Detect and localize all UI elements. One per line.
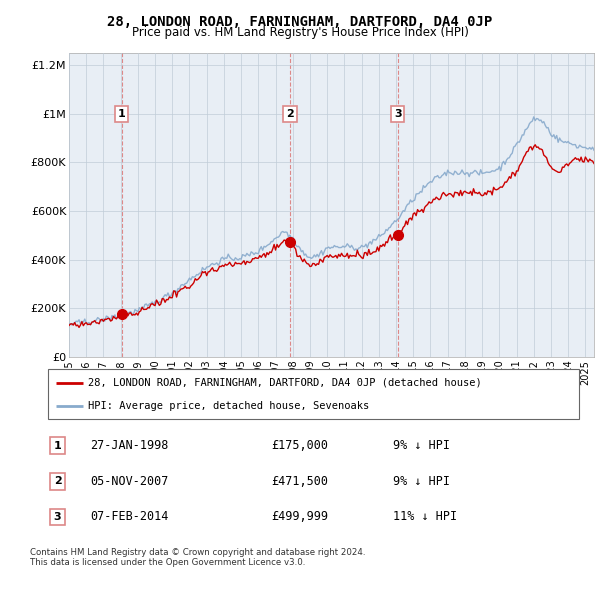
- Text: This data is licensed under the Open Government Licence v3.0.: This data is licensed under the Open Gov…: [30, 558, 305, 566]
- Text: 28, LONDON ROAD, FARNINGHAM, DARTFORD, DA4 0JP: 28, LONDON ROAD, FARNINGHAM, DARTFORD, D…: [107, 15, 493, 29]
- Text: 2: 2: [286, 109, 294, 119]
- Text: Contains HM Land Registry data © Crown copyright and database right 2024.: Contains HM Land Registry data © Crown c…: [30, 548, 365, 556]
- Text: 9% ↓ HPI: 9% ↓ HPI: [393, 439, 450, 452]
- Text: 11% ↓ HPI: 11% ↓ HPI: [393, 510, 457, 523]
- Text: 9% ↓ HPI: 9% ↓ HPI: [393, 475, 450, 488]
- Text: 28, LONDON ROAD, FARNINGHAM, DARTFORD, DA4 0JP (detached house): 28, LONDON ROAD, FARNINGHAM, DARTFORD, D…: [88, 378, 482, 388]
- Text: £499,999: £499,999: [271, 510, 328, 523]
- Text: 27-JAN-1998: 27-JAN-1998: [91, 439, 169, 452]
- Text: 1: 1: [118, 109, 126, 119]
- Text: HPI: Average price, detached house, Sevenoaks: HPI: Average price, detached house, Seve…: [88, 401, 369, 411]
- Text: £471,500: £471,500: [271, 475, 328, 488]
- Text: 3: 3: [54, 512, 61, 522]
- Text: 3: 3: [394, 109, 401, 119]
- Text: 2: 2: [53, 476, 61, 486]
- Text: 07-FEB-2014: 07-FEB-2014: [91, 510, 169, 523]
- Text: 05-NOV-2007: 05-NOV-2007: [91, 475, 169, 488]
- Text: £175,000: £175,000: [271, 439, 328, 452]
- Text: 1: 1: [53, 441, 61, 451]
- Text: Price paid vs. HM Land Registry's House Price Index (HPI): Price paid vs. HM Land Registry's House …: [131, 26, 469, 39]
